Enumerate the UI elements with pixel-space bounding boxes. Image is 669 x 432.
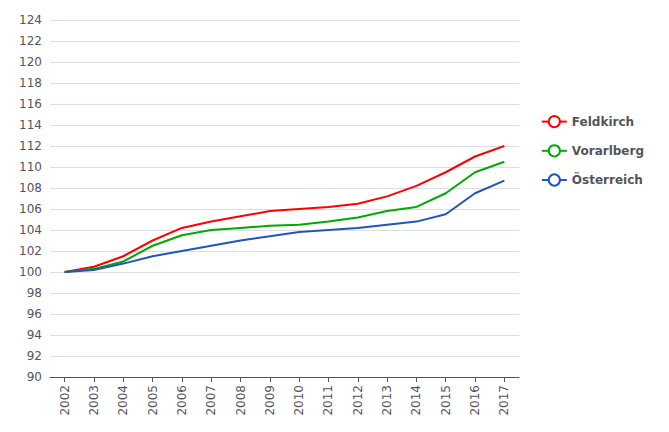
- svg-text:Vorarlberg: Vorarlberg: [572, 144, 644, 158]
- svg-text:116: 116: [19, 97, 42, 111]
- svg-text:106: 106: [19, 202, 42, 216]
- svg-text:102: 102: [19, 244, 42, 258]
- svg-text:2007: 2007: [204, 385, 218, 416]
- svg-text:2008: 2008: [234, 385, 248, 416]
- svg-text:2017: 2017: [497, 385, 511, 416]
- svg-text:90: 90: [27, 370, 42, 384]
- svg-text:2005: 2005: [146, 385, 160, 416]
- svg-text:94: 94: [27, 328, 42, 342]
- svg-text:2004: 2004: [116, 385, 130, 416]
- svg-text:2015: 2015: [439, 385, 453, 416]
- svg-text:2016: 2016: [468, 385, 482, 416]
- svg-text:124: 124: [19, 13, 42, 27]
- svg-text:2012: 2012: [351, 385, 365, 416]
- svg-text:Österreich: Österreich: [572, 172, 643, 187]
- svg-text:2006: 2006: [175, 385, 189, 416]
- svg-text:114: 114: [19, 118, 42, 132]
- svg-text:110: 110: [19, 160, 42, 174]
- svg-text:92: 92: [27, 349, 42, 363]
- svg-text:98: 98: [27, 286, 42, 300]
- svg-text:2013: 2013: [380, 385, 394, 416]
- svg-text:100: 100: [19, 265, 42, 279]
- svg-text:2011: 2011: [321, 385, 335, 416]
- svg-text:2010: 2010: [292, 385, 306, 416]
- svg-text:112: 112: [19, 139, 42, 153]
- svg-text:2002: 2002: [58, 385, 72, 416]
- svg-text:122: 122: [19, 34, 42, 48]
- svg-text:2003: 2003: [87, 385, 101, 416]
- svg-text:118: 118: [19, 76, 42, 90]
- svg-text:2009: 2009: [263, 385, 277, 416]
- svg-text:120: 120: [19, 55, 42, 69]
- svg-text:Feldkirch: Feldkirch: [572, 115, 634, 129]
- svg-text:104: 104: [19, 223, 42, 237]
- svg-text:96: 96: [27, 307, 42, 321]
- svg-text:108: 108: [19, 181, 42, 195]
- svg-text:2014: 2014: [409, 385, 423, 416]
